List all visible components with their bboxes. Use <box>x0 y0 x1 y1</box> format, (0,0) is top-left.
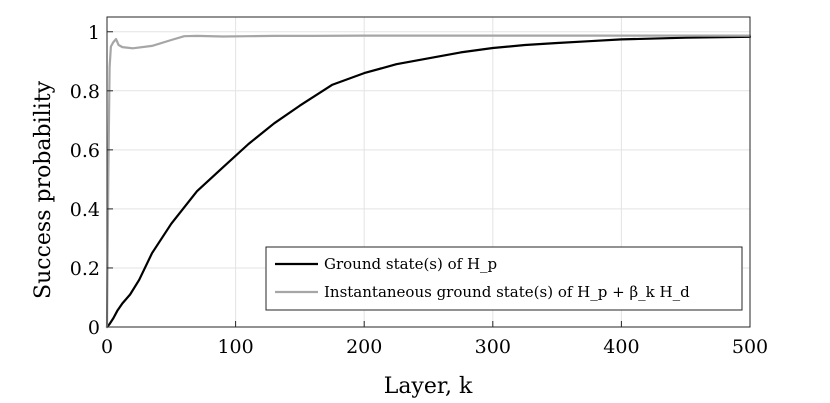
x-tick-label: 300 <box>475 336 511 358</box>
x-axis-ticks: 0 100 200 300 400 500 <box>101 321 768 358</box>
x-tick-label: 200 <box>346 336 382 358</box>
y-tick-label: 0 <box>88 317 100 339</box>
y-tick-label: 0.4 <box>70 199 100 221</box>
y-tick-label: 0.2 <box>70 258 100 280</box>
series-lines <box>105 34 752 329</box>
y-tick-label: 1 <box>88 22 100 44</box>
y-tick-label: 0.6 <box>70 140 100 162</box>
y-tick-label: 0.8 <box>70 81 100 103</box>
series-line-1 <box>105 34 752 329</box>
legend-box <box>265 246 743 311</box>
x-tick-label: 500 <box>732 336 768 358</box>
legend-label-instantaneous-ground-state: Instantaneous ground state(s) of H_p + β… <box>324 283 690 301</box>
x-tick-label: 100 <box>217 336 253 358</box>
x-tick-label: 400 <box>603 336 639 358</box>
legend-label-ground-state: Ground state(s) of H_p <box>324 255 497 273</box>
x-axis-title: Layer, k <box>384 374 473 399</box>
x-axis-title-text: Layer, k <box>384 374 473 399</box>
plot-area-frame <box>106 16 751 328</box>
x-tick-label: 0 <box>101 336 113 358</box>
series-line-0 <box>105 35 752 329</box>
y-axis-title: Success probability <box>31 80 56 299</box>
y-axis-ticks: 0 0.2 0.4 0.6 0.8 1 <box>70 22 113 339</box>
legend: Ground state(s) of H_p Instantaneous gro… <box>265 246 743 311</box>
